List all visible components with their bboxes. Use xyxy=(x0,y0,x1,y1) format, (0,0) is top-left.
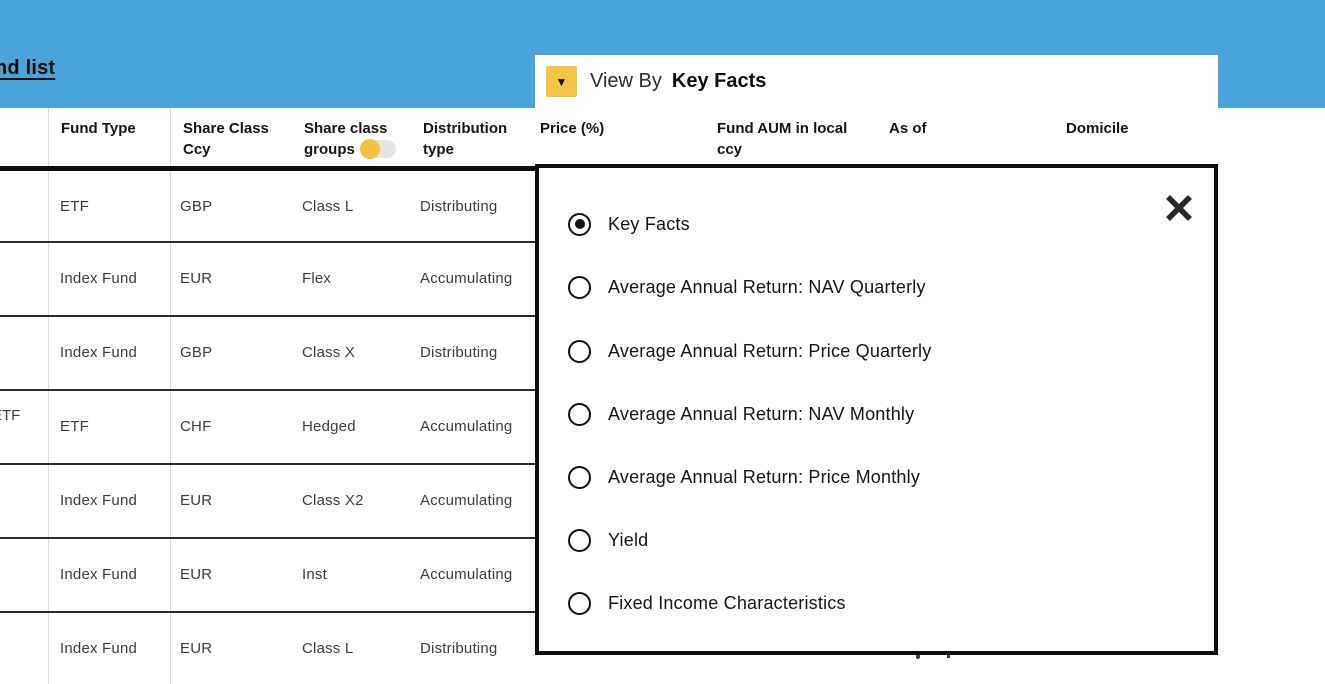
view-by-option-label: Yield xyxy=(608,529,649,550)
cell-share-class-group: Hedged xyxy=(302,418,356,435)
cell-distribution-type: Accumulating xyxy=(420,492,513,509)
fund-table: ETF ETF GBP Class L Distributing Index F… xyxy=(0,171,535,684)
close-icon xyxy=(1166,195,1192,221)
cell-distribution-type: Distributing xyxy=(420,640,498,657)
cell-distribution-type: Accumulating xyxy=(420,418,513,435)
table-row[interactable]: Index Fund GBP Class X Distributing xyxy=(0,317,535,391)
cell-fund-type: ETF xyxy=(60,418,89,435)
radio-icon[interactable] xyxy=(568,591,591,615)
view-by-label: View By xyxy=(590,70,662,92)
radio-icon[interactable] xyxy=(568,212,591,236)
view-by-option[interactable]: Yield xyxy=(568,527,648,553)
view-by-option[interactable]: Average Annual Return: Price Quarterly xyxy=(568,338,931,364)
cell-share-class-group: Class X xyxy=(302,344,356,361)
cell-fund-type: Index Fund xyxy=(60,640,138,657)
column-header-domicile: Domicile xyxy=(1066,120,1129,137)
cell-share-class-ccy: EUR xyxy=(180,640,213,657)
table-row[interactable]: ETF GBP Class L Distributing xyxy=(0,171,535,243)
cell-share-class-ccy: CHF xyxy=(180,418,212,435)
column-header-fund-type: Fund Type xyxy=(61,120,136,137)
cell-share-class-ccy: GBP xyxy=(180,344,213,361)
view-by-option-label: Key Facts xyxy=(608,213,690,234)
clipped-fund-name-fragment: ETF xyxy=(0,407,21,424)
cell-share-class-group: Class L xyxy=(302,198,354,215)
cell-distribution-type: Distributing xyxy=(420,344,498,361)
cell-share-class-group: Inst xyxy=(302,566,327,583)
cell-fund-type: Index Fund xyxy=(60,344,138,361)
fund-list-link[interactable]: nd list xyxy=(0,57,56,79)
table-row[interactable]: Index Fund EUR Inst Accumulating xyxy=(0,539,535,613)
view-by-option[interactable]: Average Annual Return: NAV Monthly xyxy=(568,401,914,427)
cell-distribution-type: Accumulating xyxy=(420,566,513,583)
toggle-knob-icon xyxy=(359,139,380,159)
cell-share-class-ccy: GBP xyxy=(180,198,213,215)
table-row[interactable]: Index Fund EUR Flex Accumulating xyxy=(0,243,535,317)
cell-share-class-group: Flex xyxy=(302,270,332,287)
view-by-option-label: Average Annual Return: Price Quarterly xyxy=(608,340,932,361)
column-header-distribution-type: Distribution type xyxy=(423,120,508,158)
cell-share-class-group: Class L xyxy=(302,640,354,657)
view-by-option[interactable]: Fixed Income Characteristics xyxy=(568,590,846,616)
radio-icon[interactable] xyxy=(568,528,591,552)
cell-fund-type: Index Fund xyxy=(60,270,138,287)
cell-fund-type: Index Fund xyxy=(60,492,138,509)
cell-distribution-type: Accumulating xyxy=(420,270,513,287)
view-by-bar: ▼ View By Key Facts xyxy=(535,55,1218,108)
column-header-share-class-groups: Share class groups xyxy=(304,118,408,160)
column-header-share-class-ccy: Share Class Ccy xyxy=(183,120,269,158)
share-class-groups-toggle[interactable] xyxy=(359,139,396,159)
cell-share-class-group: Class X2 xyxy=(302,492,364,509)
view-by-selected-value: Key Facts xyxy=(671,70,767,92)
view-by-option-label: Average Annual Return: NAV Monthly xyxy=(608,403,915,424)
view-by-option[interactable]: Average Annual Return: Price Monthly xyxy=(568,464,920,490)
cell-fund-type: ETF xyxy=(60,198,89,215)
column-header-price: Price (%) xyxy=(540,120,605,137)
radio-icon[interactable] xyxy=(568,275,591,299)
column-header-as-of: As of xyxy=(889,120,927,137)
cell-fund-type: Index Fund xyxy=(60,566,138,583)
radio-icon[interactable] xyxy=(568,402,591,426)
cell-share-class-ccy: EUR xyxy=(180,492,213,509)
view-by-option-label: Fixed Income Characteristics xyxy=(608,592,846,613)
view-by-option-label: Average Annual Return: NAV Quarterly xyxy=(608,276,926,297)
view-by-option[interactable]: Average Annual Return: NAV Quarterly xyxy=(568,274,926,300)
text-descender-fragment xyxy=(947,654,950,658)
cell-share-class-ccy: EUR xyxy=(180,270,213,287)
table-grid-line xyxy=(48,108,49,684)
view-by-dropdown-button[interactable]: ▼ xyxy=(546,66,577,97)
table-grid-line xyxy=(170,108,171,684)
cell-share-class-ccy: EUR xyxy=(180,566,213,583)
radio-icon[interactable] xyxy=(568,465,591,489)
view-by-dropdown-panel: Key Facts Average Annual Return: NAV Qua… xyxy=(535,164,1218,655)
caret-down-icon: ▼ xyxy=(555,74,568,89)
share-class-groups-label: Share class groups xyxy=(304,120,388,158)
close-button[interactable] xyxy=(1163,192,1195,224)
view-by-option-label: Average Annual Return: Price Monthly xyxy=(608,466,921,487)
table-header-rule xyxy=(0,166,537,171)
cell-distribution-type: Distributing xyxy=(420,198,498,215)
text-descender-fragment xyxy=(916,654,920,659)
table-row[interactable]: Index Fund EUR Class X2 Accumulating xyxy=(0,465,535,539)
view-by-option[interactable]: Key Facts xyxy=(568,211,690,237)
radio-icon[interactable] xyxy=(568,339,591,363)
table-row[interactable]: Index Fund EUR Class L Distributing xyxy=(0,613,535,684)
table-row[interactable]: ETF CHF Hedged Accumulating xyxy=(0,391,535,465)
column-header-fund-aum: Fund AUM in local ccy xyxy=(717,120,848,158)
